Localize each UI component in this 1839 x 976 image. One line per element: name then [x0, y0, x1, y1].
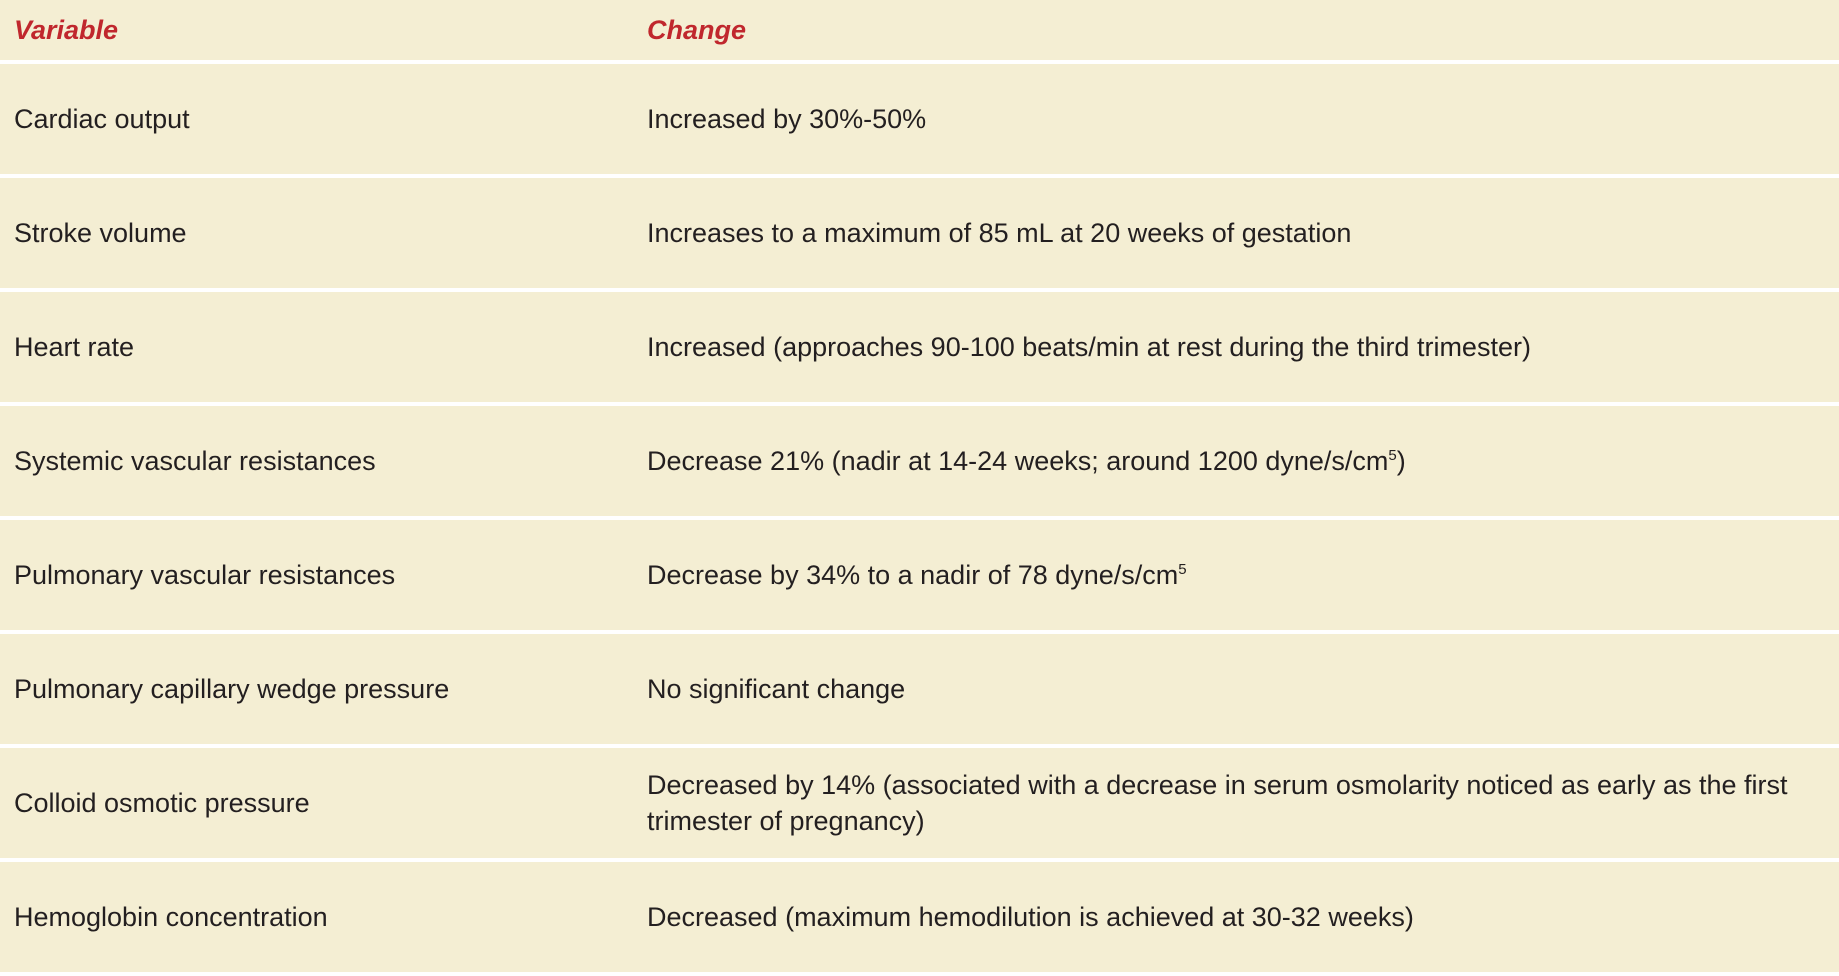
table-row: Stroke volume Increases to a maximum of 8…	[0, 176, 1839, 292]
table-row: Systemic vascular resistances Decrease 21…	[0, 404, 1839, 520]
table-body: Cardiac output Increased by 30%-50% Stroke…	[0, 62, 1839, 976]
table-row: Heart rate Increased (approaches 90-100 b…	[0, 290, 1839, 406]
table-row: Cardiac output Increased by 30%-50%	[0, 62, 1839, 178]
table-cell: Heart rate	[0, 290, 633, 406]
table-cell: Increased (approaches 90-100 beats/min a…	[633, 290, 1839, 406]
cell-text: )	[1396, 446, 1406, 476]
superscript: 5	[1388, 447, 1397, 464]
table-cell: Increases to a maximum of 85 mL at 20 we…	[633, 176, 1839, 292]
table-cell: Decreased by 14% (associated with a decr…	[633, 746, 1839, 862]
table-cell: Decrease by 34% to a nadir of 78 dyne/s/…	[633, 518, 1839, 634]
table-cell: Pulmonary capillary wedge pressure	[0, 632, 633, 748]
table-cell: Hemoglobin concentration	[0, 860, 633, 976]
table-row: Hemoglobin concentration Decreased (maxim…	[0, 860, 1839, 976]
table-cell: Colloid osmotic pressure	[0, 746, 633, 862]
table-cell: Systemic vascular resistances	[0, 404, 633, 520]
table-cell: Decreased (maximum hemodilution is achie…	[633, 860, 1839, 976]
table-row: Pulmonary capillary wedge pressure No sig…	[0, 632, 1839, 748]
cell-text: Decrease 21% (nadir at 14-24 weeks; arou…	[647, 446, 1389, 476]
header-cell: Variable	[0, 0, 633, 64]
table-row: Colloid osmotic pressure Decreased by 14%…	[0, 746, 1839, 862]
table-row: Pulmonary vascular resistances Decrease b…	[0, 518, 1839, 634]
header-row: Variable Change	[0, 0, 1839, 64]
table-cell: Decrease 21% (nadir at 14-24 weeks; arou…	[633, 404, 1839, 520]
table-cell: Increased by 30%-50%	[633, 62, 1839, 178]
header-cell: Change	[633, 0, 1839, 64]
table-cell: Pulmonary vascular resistances	[0, 518, 633, 634]
superscript: 5	[1178, 561, 1187, 578]
table-cell: No significant change	[633, 632, 1839, 748]
table-cell: Stroke volume	[0, 176, 633, 292]
table-cell: Cardiac output	[0, 62, 633, 178]
cell-text: Decrease by 34% to a nadir of 78 dyne/s/…	[647, 560, 1179, 590]
